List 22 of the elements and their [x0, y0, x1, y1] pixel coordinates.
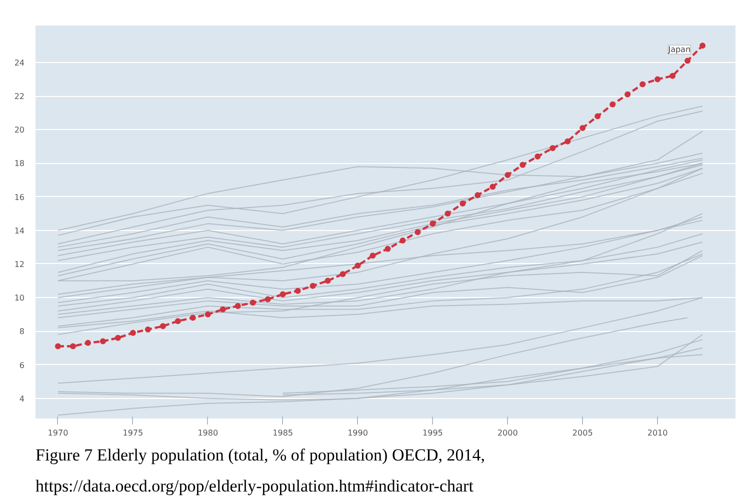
y-tick-label: 4 — [19, 394, 25, 404]
y-tick-label: 8 — [19, 327, 25, 336]
x-tick-label: 2000 — [497, 428, 518, 438]
y-tick-label: 18 — [14, 159, 25, 168]
caption: Figure 7 Elderly population (total, % of population) OECD, 2014, https://data.oecd.org/pop/elderly-population.htm#indicator-chart — [36, 446, 485, 496]
y-tick-label: 16 — [14, 192, 25, 202]
y-tick-label: 14 — [14, 226, 25, 236]
x-tick-label: 1985 — [272, 428, 294, 438]
x-tick-label: 1980 — [198, 428, 218, 438]
x-tick-label: 1970 — [48, 428, 68, 438]
x-tick-label: 1990 — [348, 428, 368, 438]
y-tick-label: 6 — [19, 360, 25, 370]
y-tick-label: 10 — [14, 294, 25, 303]
y-tick-label: 12 — [14, 260, 25, 269]
x-tick-label: 2005 — [572, 428, 593, 438]
x-tick-label: 2010 — [647, 428, 668, 438]
y-tick-label: 20 — [14, 126, 25, 135]
x-tick-label: 1975 — [122, 428, 144, 438]
y-tick-label: 24 — [14, 58, 25, 68]
series-label: Japan — [667, 45, 691, 54]
x-tick-label: 1995 — [422, 428, 443, 438]
y-tick-label: 22 — [14, 92, 25, 102]
